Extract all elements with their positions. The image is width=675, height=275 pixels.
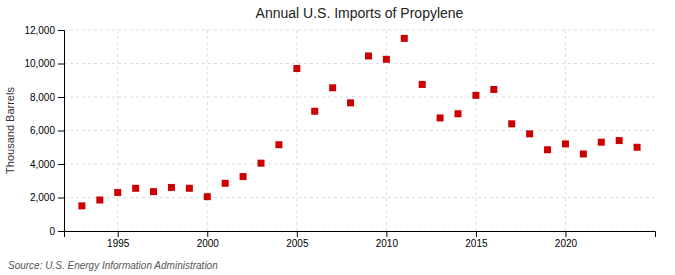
point [329, 84, 336, 91]
grid-line [64, 97, 655, 98]
tick-label: 2020 [555, 238, 578, 249]
tick: 12,000 [24, 25, 64, 36]
grid [64, 30, 655, 231]
tick: 10,000 [24, 58, 64, 69]
tick-mark [58, 97, 64, 98]
tick: 2000 [197, 231, 220, 249]
tick-label: 2010 [376, 238, 399, 249]
tick-mark [58, 164, 64, 165]
tick-mark [565, 231, 566, 237]
chart: 1995 2000 2005 2010 2015 2020 0 2,000 4,000 6,000… [0, 0, 675, 275]
grid-line [64, 164, 655, 165]
tick: 2010 [376, 231, 399, 249]
tick-mark [58, 64, 64, 65]
tick-mark [476, 231, 477, 237]
point [472, 92, 479, 99]
axis-line [65, 232, 656, 238]
point [347, 99, 354, 106]
point [240, 173, 247, 180]
point [508, 120, 515, 127]
tick-label: 2015 [465, 238, 488, 249]
plot-area: 1995 2000 2005 2010 2015 2020 0 2,000 4,000 6,000… [24, 25, 655, 249]
point [222, 180, 229, 187]
title: Annual U.S. Imports of Propylene [256, 5, 464, 21]
point [96, 197, 103, 204]
tick: 4,000 [30, 159, 64, 170]
point [132, 185, 139, 192]
point [419, 81, 426, 88]
grid-line [117, 30, 118, 231]
x-axis: 1995 2000 2005 2010 2015 2020 [65, 231, 656, 249]
tick-mark [297, 231, 298, 237]
point [544, 146, 551, 153]
tick-label: 2000 [197, 238, 220, 249]
point [634, 144, 641, 151]
point [186, 185, 193, 192]
source-note: Source: U.S. Energy Information Administ… [8, 260, 218, 271]
point [455, 110, 462, 117]
point [114, 189, 121, 196]
tick-mark [58, 30, 64, 31]
tick-label: 12,000 [24, 25, 55, 36]
tick-mark [58, 231, 64, 232]
point [168, 184, 175, 191]
point [150, 188, 157, 195]
tick-label: 6,000 [30, 125, 55, 136]
point [365, 52, 372, 59]
point [78, 202, 85, 209]
tick-label: 4,000 [30, 159, 55, 170]
tick-mark [58, 131, 64, 132]
tick-label: 0 [49, 226, 55, 237]
point [616, 137, 623, 144]
point [258, 160, 265, 167]
grid-line [64, 63, 655, 64]
tick-mark [118, 231, 119, 237]
tick-label: 10,000 [24, 58, 55, 69]
grid-line [64, 30, 655, 31]
point [562, 140, 569, 147]
point [598, 139, 605, 146]
point [204, 193, 211, 200]
grid-line [565, 30, 566, 231]
point [437, 114, 444, 121]
tick-label: 2005 [286, 238, 309, 249]
tick: 2015 [465, 231, 488, 249]
grid-line [64, 130, 655, 131]
tick-label: 8,000 [30, 92, 55, 103]
grid-line [296, 30, 297, 231]
tick-mark [386, 231, 387, 237]
point [490, 86, 497, 93]
y-axis-label: Thousand Barrels [4, 87, 16, 174]
tick-mark [207, 231, 208, 237]
tick: 2,000 [30, 192, 64, 203]
tick-label: 1995 [107, 238, 130, 249]
grid-line [475, 30, 476, 231]
tick: 1995 [107, 231, 130, 249]
point [275, 141, 282, 148]
axis-line [58, 31, 65, 232]
point [383, 56, 390, 63]
point [311, 108, 318, 115]
point [580, 150, 587, 157]
tick: 8,000 [30, 92, 64, 103]
tick: 6,000 [30, 125, 64, 136]
grid-line [207, 30, 208, 231]
tick: 2005 [286, 231, 309, 249]
y-axis: 0 2,000 4,000 6,000 8,000 10,000 12,000 [24, 25, 64, 237]
point [401, 35, 408, 42]
point [526, 130, 533, 137]
points [78, 35, 640, 210]
tick: 0 [49, 226, 64, 237]
grid-line [64, 197, 655, 198]
tick-mark [58, 198, 64, 199]
point [293, 65, 300, 72]
tick: 2020 [555, 231, 578, 249]
tick-label: 2,000 [30, 192, 55, 203]
